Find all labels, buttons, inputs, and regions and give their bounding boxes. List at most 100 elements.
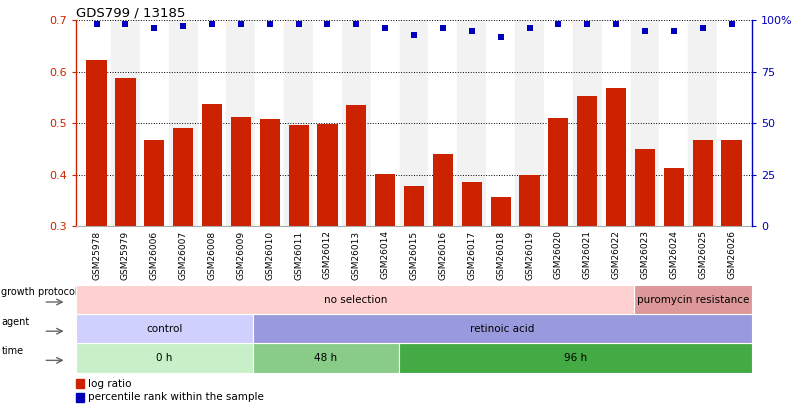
Bar: [346, 105, 366, 381]
Bar: [630, 20, 658, 226]
Text: GSM25978: GSM25978: [92, 230, 101, 279]
Bar: [515, 20, 544, 226]
Bar: [457, 20, 486, 226]
Bar: [548, 118, 568, 381]
Text: agent: agent: [2, 317, 30, 326]
Bar: [255, 20, 283, 226]
Text: GSM25979: GSM25979: [120, 230, 130, 279]
Text: growth protocol: growth protocol: [2, 288, 78, 297]
Text: GSM26022: GSM26022: [611, 230, 620, 279]
Bar: [663, 168, 683, 381]
Point: [551, 21, 564, 28]
Bar: [115, 78, 136, 381]
Bar: [230, 117, 251, 381]
Text: 96 h: 96 h: [563, 353, 586, 363]
Point: [291, 21, 304, 28]
Bar: [490, 196, 510, 381]
Point: [119, 21, 132, 28]
Point: [234, 21, 247, 28]
Point: [580, 21, 593, 28]
Point: [378, 25, 391, 32]
Bar: [173, 128, 193, 381]
Text: time: time: [2, 346, 23, 356]
Bar: [375, 174, 395, 381]
Bar: [577, 96, 597, 381]
Point: [320, 21, 333, 28]
Bar: [87, 60, 107, 381]
Text: GSM26014: GSM26014: [381, 230, 389, 279]
Text: control: control: [146, 324, 182, 334]
Bar: [691, 140, 712, 381]
Text: GSM26021: GSM26021: [582, 230, 591, 279]
Bar: [658, 20, 687, 226]
Bar: [312, 20, 341, 226]
Text: GSM26020: GSM26020: [553, 230, 562, 279]
Bar: [605, 88, 626, 381]
Bar: [548, 118, 568, 381]
Bar: [169, 20, 198, 226]
Bar: [111, 20, 140, 226]
Bar: [87, 60, 107, 381]
Bar: [288, 125, 308, 381]
Bar: [259, 119, 279, 381]
Bar: [140, 20, 169, 226]
Bar: [687, 20, 716, 226]
Bar: [486, 20, 515, 226]
Bar: [432, 154, 452, 381]
Text: GSM26015: GSM26015: [409, 230, 418, 279]
Bar: [82, 20, 111, 226]
Text: GSM26007: GSM26007: [178, 230, 187, 279]
Text: 0 h: 0 h: [156, 353, 173, 363]
Bar: [198, 20, 226, 226]
Bar: [432, 154, 452, 381]
Point: [177, 23, 190, 30]
Bar: [115, 78, 136, 381]
Bar: [634, 149, 654, 381]
Bar: [375, 174, 395, 381]
Bar: [202, 104, 222, 381]
Bar: [428, 20, 457, 226]
Text: GSM26017: GSM26017: [467, 230, 475, 279]
Point: [523, 25, 536, 32]
Bar: [144, 140, 164, 381]
Bar: [202, 104, 222, 381]
Bar: [519, 175, 539, 381]
Text: retinoic acid: retinoic acid: [470, 324, 534, 334]
Bar: [720, 140, 740, 381]
Point: [494, 34, 507, 40]
Bar: [720, 140, 740, 381]
Bar: [601, 20, 630, 226]
Text: puromycin resistance: puromycin resistance: [636, 295, 748, 305]
Point: [206, 21, 218, 28]
Point: [148, 25, 161, 32]
Point: [609, 21, 622, 28]
Text: GSM26019: GSM26019: [524, 230, 533, 279]
Bar: [544, 20, 572, 226]
Bar: [663, 168, 683, 381]
Bar: [341, 20, 370, 226]
Text: GSM26013: GSM26013: [352, 230, 361, 279]
Point: [695, 25, 708, 32]
Bar: [691, 140, 712, 381]
Text: no selection: no selection: [324, 295, 386, 305]
Bar: [399, 20, 428, 226]
Bar: [76, 393, 84, 402]
Bar: [226, 20, 255, 226]
Text: GSM26024: GSM26024: [668, 230, 678, 279]
Text: GSM26012: GSM26012: [323, 230, 332, 279]
Text: GSM26016: GSM26016: [438, 230, 446, 279]
Bar: [283, 20, 312, 226]
Point: [724, 21, 737, 28]
Point: [666, 27, 679, 34]
Bar: [346, 105, 366, 381]
Text: GSM26026: GSM26026: [726, 230, 735, 279]
Text: GSM26008: GSM26008: [207, 230, 216, 279]
Point: [407, 32, 420, 38]
Text: 48 h: 48 h: [314, 353, 337, 363]
Text: GSM26011: GSM26011: [294, 230, 303, 279]
Text: percentile rank within the sample: percentile rank within the sample: [88, 392, 263, 403]
Text: GSM26006: GSM26006: [149, 230, 159, 279]
Point: [90, 21, 103, 28]
Bar: [461, 181, 481, 381]
Bar: [317, 124, 337, 381]
